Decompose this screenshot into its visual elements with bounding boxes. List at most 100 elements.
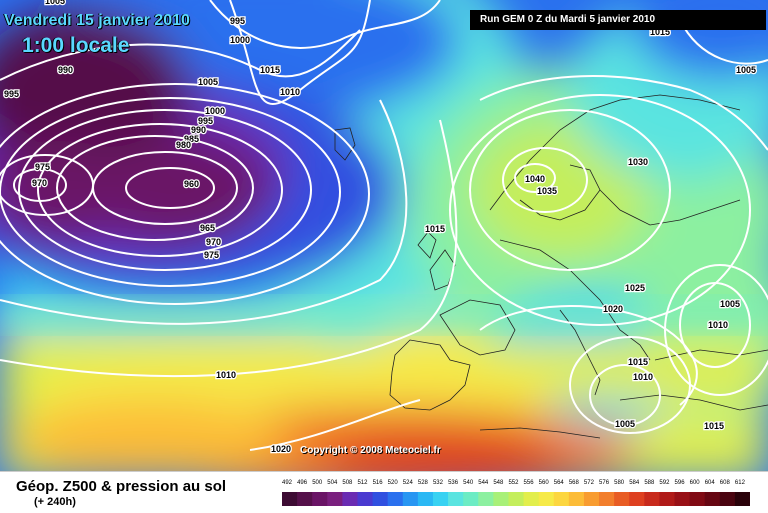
color-scale-swatch <box>674 492 691 506</box>
isobar-label: 970 <box>206 237 221 247</box>
isobar-label: 960 <box>184 179 199 189</box>
isobar-label: 995 <box>230 16 245 26</box>
isobar-label: 980 <box>176 140 191 150</box>
isobar-label: 985 <box>184 134 199 144</box>
isobar-label: 1035 <box>537 186 557 196</box>
isobar-label: 1010 <box>633 372 653 382</box>
color-scale-tick: 548 <box>493 480 504 486</box>
isobar-label: 965 <box>200 223 215 233</box>
color-scale-swatch <box>629 492 645 506</box>
color-scale-swatch <box>357 492 374 506</box>
color-scale-tick: 520 <box>387 480 398 486</box>
isobar-label: 1040 <box>525 174 545 184</box>
geopotential-map: 1005995100099099510151005101010151005100… <box>0 0 768 471</box>
color-scale-swatch <box>644 492 660 506</box>
color-scale-tick: 536 <box>448 480 459 486</box>
color-scale-swatch <box>553 492 570 506</box>
isobar-label: 1005 <box>45 0 65 6</box>
isobar-label: 1020 <box>271 444 291 454</box>
isobar-label: 1030 <box>628 157 648 167</box>
color-scale-swatch <box>719 492 736 506</box>
isobar-label: 1015 <box>260 65 280 75</box>
color-scale-tick: 560 <box>538 480 549 486</box>
color-scale-tick: 580 <box>614 480 625 486</box>
isobar-label: 975 <box>35 162 50 172</box>
forecast-date: Vendredi 15 janvier 2010 <box>4 12 190 29</box>
color-scale-tick: 492 <box>282 480 293 486</box>
color-scale-swatch <box>659 492 676 506</box>
isobar-label: 1015 <box>704 421 724 431</box>
color-scale-swatch <box>297 492 313 506</box>
color-scale-swatch <box>372 492 389 506</box>
color-scale-swatch <box>583 492 600 506</box>
color-scale-swatch <box>614 492 630 506</box>
color-scale-tick: 576 <box>599 480 610 486</box>
isobar-label: 1000 <box>205 106 225 116</box>
isobar-lines <box>0 0 768 451</box>
copyright-text: Copyright © 2008 Meteociel.fr <box>300 445 441 456</box>
color-scale-swatch <box>417 492 434 506</box>
isobar-label: 1010 <box>708 320 728 330</box>
isobar-label: 1005 <box>198 77 218 87</box>
isobar-label: 975 <box>204 250 219 260</box>
color-scale-tick: 544 <box>478 480 489 486</box>
color-scale-tick: 540 <box>463 480 474 486</box>
color-scale-swatch <box>478 492 494 506</box>
isobar-label: 1005 <box>736 65 756 75</box>
color-scale-tick: 584 <box>629 480 640 486</box>
color-scale-tick: 596 <box>674 480 685 486</box>
color-scale-tick: 532 <box>432 480 443 486</box>
color-scale-tick: 612 <box>734 480 745 486</box>
isobar-label: 1015 <box>425 224 445 234</box>
color-scale-swatch <box>599 492 615 506</box>
isobar-label: 1020 <box>603 304 623 314</box>
color-scale-tick: 556 <box>523 480 534 486</box>
isobar-label: 995 <box>198 116 213 126</box>
isobar-label: 1005 <box>615 419 635 429</box>
color-scale-swatch <box>342 492 358 506</box>
isobar-label: 995 <box>4 89 19 99</box>
color-scale-swatch <box>689 492 706 506</box>
color-scale-swatch <box>312 492 328 506</box>
isobar-label: 990 <box>191 125 206 135</box>
color-scale-tick: 588 <box>644 480 655 486</box>
model-run-banner: Run GEM 0 Z du Mardi 5 janvier 2010 <box>470 10 766 30</box>
color-scale-tick: 504 <box>327 480 338 486</box>
color-scale-swatch <box>463 492 479 506</box>
color-scale-swatch <box>327 492 343 506</box>
color-scale-swatch <box>734 492 750 506</box>
isobar-labels: 1005995100099099510151005101010151005100… <box>3 0 758 455</box>
legend-title: Géop. Z500 & pression au sol <box>16 478 227 495</box>
color-scale-tick: 524 <box>402 480 413 486</box>
color-scale-tick: 500 <box>312 480 323 486</box>
color-scale-swatch <box>282 492 298 506</box>
isobar-label: 990 <box>58 65 73 75</box>
color-scale-tick: 552 <box>508 480 519 486</box>
isobar-label: 1015 <box>628 357 648 367</box>
color-scale-tick: 512 <box>357 480 368 486</box>
color-scale-tick: 516 <box>372 480 383 486</box>
color-scale-tick: 564 <box>553 480 564 486</box>
color-scale-swatch <box>538 492 555 506</box>
color-scale-labels: 492 496 500 504 508 512 516 520 524 528 532 536 540 5… <box>282 480 750 490</box>
color-scale-swatch <box>432 492 449 506</box>
color-scale-bar <box>282 492 750 506</box>
color-scale-swatch <box>704 492 721 506</box>
color-scale-tick: 592 <box>659 480 670 486</box>
isobar-label: 1025 <box>625 283 645 293</box>
color-scale-tick: 508 <box>342 480 353 486</box>
color-scale-swatch <box>448 492 464 506</box>
legend-subtitle: (+ 240h) <box>34 496 76 508</box>
isobar-label: 970 <box>32 178 47 188</box>
color-scale-swatch <box>523 492 540 506</box>
color-scale-swatch <box>493 492 509 506</box>
color-scale-swatch <box>387 492 404 506</box>
forecast-time: 1:00 locale <box>22 34 130 57</box>
color-scale-tick: 600 <box>689 480 700 486</box>
color-scale-tick: 572 <box>583 480 594 486</box>
color-scale-tick: 568 <box>568 480 579 486</box>
legend-panel: Géop. Z500 & pression au sol (+ 240h) 49… <box>0 471 768 513</box>
color-scale-swatch <box>508 492 525 506</box>
coastlines <box>334 94 768 439</box>
